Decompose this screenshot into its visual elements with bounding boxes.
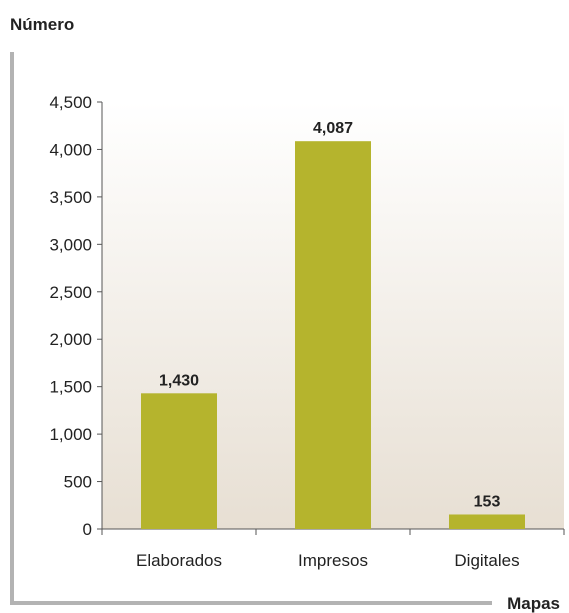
y-tick-label: 0 [83,520,92,539]
frame-bottom-line [10,601,492,605]
x-tick-label: Elaborados [136,551,222,570]
y-axis-title: Número [10,15,74,34]
x-tick-label: Impresos [298,551,368,570]
bar-series: 1,430 4,087 153 [141,120,525,529]
y-tick-label: 3,500 [49,188,92,207]
bar [295,141,371,529]
bar [449,514,525,529]
y-tick-label: 2,000 [49,330,92,349]
y-tick-label: 1,500 [49,378,92,397]
bar [141,393,217,529]
x-axis: Elaborados Impresos Digitales [101,528,565,570]
y-tick-label: 4,000 [49,140,92,159]
y-tick-label: 1,000 [49,425,92,444]
y-tick-label: 500 [64,473,92,492]
y-tick-label: 2,500 [49,283,92,302]
frame-left-line [10,52,14,605]
data-label: 4,087 [313,120,353,137]
y-tick-label: 4,500 [49,93,92,112]
x-axis-title: Mapas [507,594,560,613]
y-tick-label: 3,000 [49,235,92,254]
data-label: 153 [474,493,501,510]
data-label: 1,430 [159,372,199,389]
x-tick-label: Digitales [454,551,519,570]
y-axis: 0 500 1,000 1,500 2,000 2,500 3,000 3,500 4,000 4… [49,93,103,539]
